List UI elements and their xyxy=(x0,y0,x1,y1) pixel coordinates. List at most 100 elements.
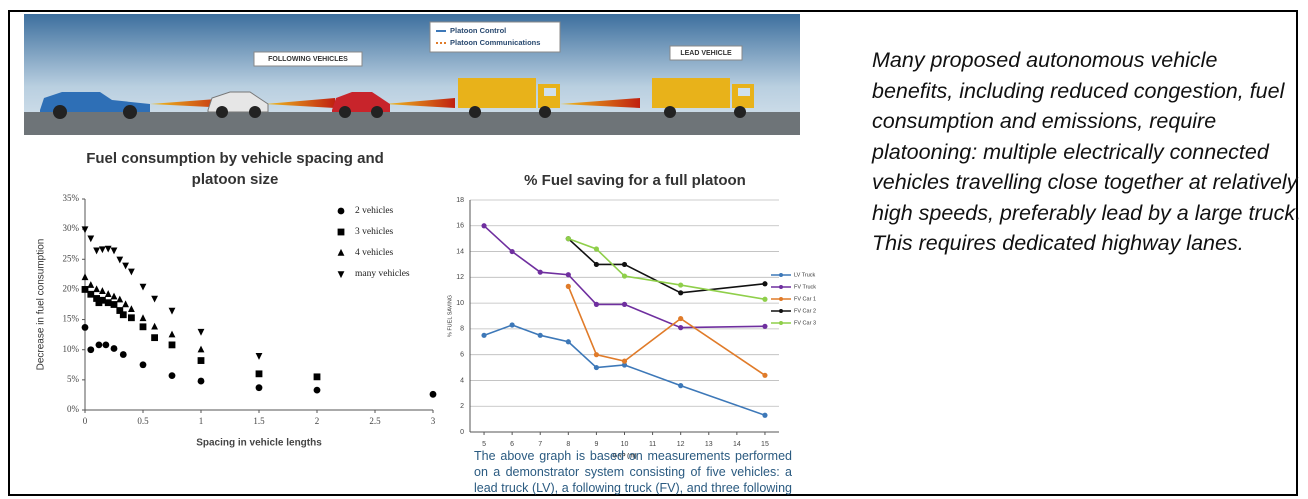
point xyxy=(593,246,600,252)
y-tick-label: 18 xyxy=(456,197,464,204)
car-white xyxy=(207,91,269,118)
road xyxy=(24,112,800,135)
x-tick-label: 12 xyxy=(677,441,685,448)
x-tick-label: 10 xyxy=(621,441,629,448)
y-tick-label: 25% xyxy=(63,253,80,263)
point xyxy=(593,352,600,358)
legend-label: 2 vehicles xyxy=(355,206,394,216)
y-axis-label: Decrease in fuel consumption xyxy=(36,239,47,371)
point xyxy=(99,246,106,254)
point xyxy=(565,272,571,278)
point xyxy=(565,236,571,242)
chart: 0 2 4 6 8 10 12 14 16 18 5 6 7 8 9 10 11 12 13 14 15 GAP (m)%… xyxy=(447,197,816,460)
point xyxy=(151,322,158,330)
point xyxy=(537,332,543,338)
point xyxy=(678,383,684,389)
beam xyxy=(385,98,455,108)
lead-label: LEAD VEHICLE xyxy=(680,50,732,57)
y-tick-label: 15% xyxy=(63,314,80,324)
point xyxy=(93,285,100,293)
legend-label: many vehicles xyxy=(355,269,410,279)
legend-marker xyxy=(779,273,783,277)
point xyxy=(99,296,106,304)
point xyxy=(122,300,129,308)
truck-following xyxy=(458,78,560,118)
x-tick-label: 14 xyxy=(733,441,741,448)
point xyxy=(87,281,95,288)
x-tick-label: 2 xyxy=(315,416,320,426)
y-tick-label: 10% xyxy=(63,344,80,354)
x-tick-label: 1 xyxy=(199,416,204,426)
point xyxy=(621,261,628,268)
point xyxy=(151,295,158,303)
point xyxy=(128,314,135,322)
x-tick-label: 11 xyxy=(649,441,656,448)
point xyxy=(509,248,515,255)
point xyxy=(197,328,205,336)
x-tick-label: 15 xyxy=(761,441,769,448)
chart-title: Fuel consumption by vehicle spacing and … xyxy=(86,150,384,188)
point xyxy=(197,357,205,364)
point xyxy=(509,322,515,328)
point xyxy=(481,223,487,229)
point xyxy=(337,271,345,279)
point xyxy=(337,248,345,256)
point xyxy=(116,295,124,303)
car-blue xyxy=(40,92,150,119)
point xyxy=(122,262,129,270)
point xyxy=(93,295,100,302)
point xyxy=(621,358,628,364)
y-tick-label: 20% xyxy=(63,283,80,293)
legend-label: 3 vehicles xyxy=(355,227,394,237)
x-axis-label: Spacing in vehicle lengths xyxy=(196,438,322,449)
point xyxy=(110,345,118,352)
point xyxy=(762,372,768,378)
label-box xyxy=(253,51,363,67)
y-tick-label: 0% xyxy=(67,404,80,414)
caption: The above graph is based on measurements… xyxy=(474,449,792,499)
point xyxy=(168,372,176,380)
point xyxy=(116,256,124,264)
point xyxy=(87,235,95,243)
point xyxy=(762,296,768,302)
y-tick-label: 6 xyxy=(460,352,464,359)
point xyxy=(168,341,176,349)
point xyxy=(313,386,321,394)
point xyxy=(621,273,628,279)
y-tick-label: 35% xyxy=(63,193,80,203)
x-tick-label: 6 xyxy=(510,441,514,448)
y-axis-label: % FUEL SAVING xyxy=(447,295,453,337)
x-tick-label: 8 xyxy=(566,441,570,448)
series-line xyxy=(483,324,766,416)
point xyxy=(104,290,112,297)
point xyxy=(762,412,768,418)
point xyxy=(93,247,100,255)
point xyxy=(139,283,147,291)
point xyxy=(565,339,571,345)
point xyxy=(593,301,600,307)
point xyxy=(481,332,487,338)
series-line xyxy=(483,225,765,329)
point xyxy=(104,299,112,307)
point xyxy=(168,330,176,338)
x-tick-label: 0 xyxy=(83,416,88,426)
chart: 0% 5% 10% 15% 20% 25% 30% 35% 0 0.5 1 1.5 2 2.5 3 Spaci… xyxy=(36,193,436,449)
frame xyxy=(8,10,1298,496)
x-tick-label: 1.5 xyxy=(253,416,265,426)
point xyxy=(116,307,124,314)
point xyxy=(621,362,628,368)
point xyxy=(197,345,205,353)
banner-legend: Platoon Control xyxy=(450,26,506,35)
series-line xyxy=(567,286,766,376)
chart-title: % Fuel saving for a full platoon xyxy=(524,172,746,189)
point xyxy=(110,292,118,300)
y-tick-label: 12 xyxy=(456,274,464,281)
point xyxy=(678,315,684,322)
x-tick-label: 5 xyxy=(482,441,486,448)
legend-label: FV Car 1 xyxy=(794,296,816,302)
x-axis-label: GAP (m) xyxy=(613,454,637,460)
point xyxy=(81,226,89,234)
x-tick-label: 13 xyxy=(705,441,713,448)
point xyxy=(139,323,147,331)
point xyxy=(593,364,600,371)
